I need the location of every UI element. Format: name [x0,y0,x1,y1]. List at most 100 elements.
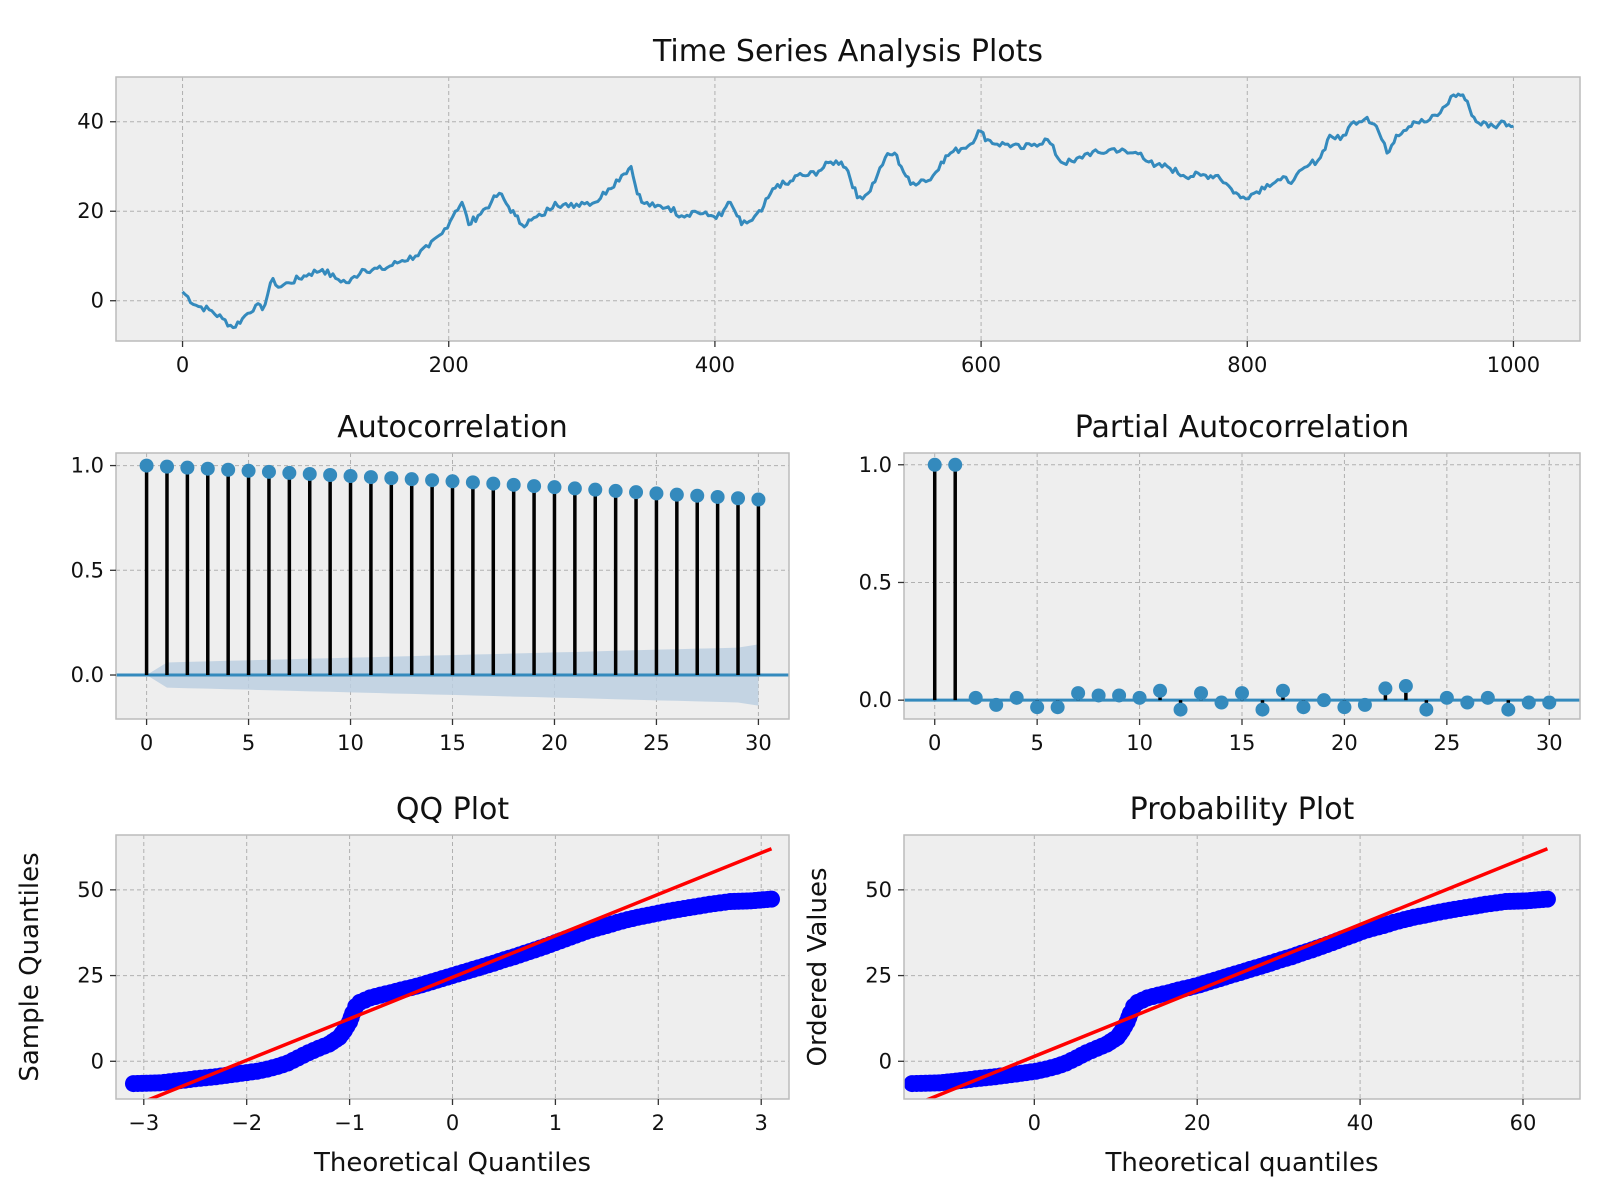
x-tick-label: 30 [1536,731,1563,755]
ts-frame [115,76,1581,342]
stem-marker [1153,683,1168,698]
y-tick-label: 50 [77,878,104,902]
ts-plot-area [116,77,1580,341]
stem-marker [968,690,983,705]
scatter-point [758,890,776,908]
stem-marker [1521,695,1536,710]
x-tick-label: 1000 [1487,353,1540,377]
prob-data [904,847,1556,1099]
stem-marker [1480,690,1495,705]
x-tick-label: 2 [652,1111,665,1135]
y-tick-label: 0.0 [859,688,892,712]
fit-line [924,847,1549,1099]
y-tick-label: 0.5 [71,558,104,582]
stem-marker [486,476,501,491]
stem-marker [302,466,317,481]
stem-marker [506,477,521,492]
x-tick-label: −2 [231,1111,262,1135]
x-tick-label: 0 [446,1111,459,1135]
x-tick-label: 5 [1030,731,1043,755]
stem-marker [241,463,256,478]
ts-grid [116,77,1580,341]
stem-marker [323,467,338,482]
stem-marker [363,470,378,485]
stem-marker [1439,690,1454,705]
stem-marker [629,485,644,500]
stem-marker [139,458,154,473]
qq-data [124,847,781,1099]
stem-marker [927,457,942,472]
stem-marker [221,462,236,477]
y-tick-label: 0 [91,1049,104,1073]
prob-frame [903,834,1581,1100]
x-tick-label: −3 [128,1111,159,1135]
x-tick-label: 3 [755,1111,768,1135]
prob-x-axis-label: Theoretical quantiles [1104,1148,1378,1178]
stem-marker [710,489,725,504]
x-tick-label: 15 [439,731,466,755]
x-tick-label: 20 [541,731,568,755]
stem-marker [445,474,460,489]
stem-marker [1194,686,1209,701]
x-tick-label: 30 [745,731,772,755]
x-tick-label: 20 [1331,731,1358,755]
ts-chart: 0 200 400 600 800 1000 0 20 40 Time Series Analys… [77,34,1581,377]
stem-marker [1316,693,1331,708]
acf-title: Autocorrelation [337,410,568,445]
x-tick-label: 0 [140,731,153,755]
y-tick-label: 20 [77,199,104,223]
pacf-data [904,457,1580,717]
x-tick-label: 25 [643,731,670,755]
stem-marker [1030,700,1045,715]
x-tick-label: 60 [1510,1111,1537,1135]
stem-marker [751,492,766,507]
stem-marker [1398,679,1413,694]
stem-marker [567,481,582,496]
qq-title: QQ Plot [396,792,510,827]
stem-marker [669,487,684,502]
stem-marker [1255,702,1270,717]
prob-title: Probability Plot [1130,792,1355,827]
y-tick-label: 40 [77,110,104,134]
x-tick-label: 10 [337,731,364,755]
prob-y-axis-label: Ordered Values [803,867,833,1066]
acf-chart: 0 5 10 15 20 25 30 0.0 0.5 1.0 Autocorrelation [71,410,790,755]
qq-grid [116,835,789,1099]
qq-y-axis-label: Sample Quantiles [15,852,45,1081]
scatter-point [1534,890,1552,908]
stem-marker [547,480,562,495]
stem-marker [1275,683,1290,698]
x-tick-label: 800 [1227,353,1267,377]
qq-x-axis-label: Theoretical Quantiles [313,1148,591,1178]
x-tick-label: 25 [1433,731,1460,755]
stem-marker [1460,695,1475,710]
x-tick-label: 15 [1229,731,1256,755]
stem-marker [1091,688,1106,703]
stem-marker [1235,686,1249,701]
x-tick-label: 20 [1184,1111,1211,1135]
stem-marker [1132,690,1147,705]
y-tick-label: 50 [865,878,892,902]
stem-marker [384,471,399,486]
y-tick-label: 1.0 [71,454,104,478]
y-tick-label: 25 [77,964,104,988]
y-tick-label: 0.5 [859,570,892,594]
stem-marker [465,475,480,490]
stem-marker [608,483,623,498]
x-tick-label: −1 [334,1111,365,1135]
y-tick-label: 0.0 [71,663,104,687]
x-tick-label: 10 [1126,731,1153,755]
x-tick-label: 200 [429,353,469,377]
y-tick-label: 0 [91,289,104,313]
y-tick-label: 0 [879,1049,892,1073]
x-tick-label: 5 [242,731,255,755]
x-tick-label: 400 [695,353,735,377]
series-line [181,92,1514,330]
stem-marker [588,482,603,497]
stem-marker [1357,697,1372,712]
stem-marker [1542,695,1557,710]
stem-marker [261,464,276,479]
stem-marker [1419,702,1434,717]
x-tick-label: 1 [549,1111,562,1135]
